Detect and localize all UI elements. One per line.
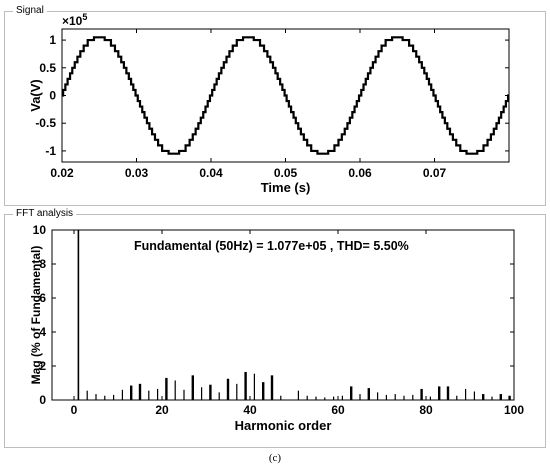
fft-harmonic-bar — [315, 396, 317, 400]
signal-y-tick-label: -1 — [45, 144, 56, 158]
fft-harmonic-bar — [499, 394, 502, 400]
fft-harmonic-bar — [341, 395, 343, 400]
fft-x-tick-label: 100 — [504, 403, 524, 417]
fft-panel: FFT analysis — [4, 207, 546, 448]
fft-harmonic-bar — [165, 377, 168, 400]
fft-harmonic-bar — [104, 395, 106, 400]
fft-harmonic-bar — [183, 389, 185, 400]
fft-harmonic-bar — [465, 388, 467, 400]
fft-x-tick-label: 40 — [243, 403, 257, 417]
fft-x-tick-label: 60 — [331, 403, 345, 417]
signal-y-axis-label: Va(V) — [28, 79, 43, 112]
signal-panel: Signal — [4, 4, 546, 206]
fft-harmonic-bar — [385, 394, 387, 400]
signal-x-tick-label: 0.04 — [199, 166, 223, 180]
fft-harmonic-bar — [218, 392, 220, 400]
fft-harmonic-bar — [270, 375, 274, 400]
fft-chart-title: Fundamental (50Hz) = 1.077e+05 , THD= 5.… — [134, 239, 409, 253]
fft-y-tick-label: 6 — [39, 291, 46, 305]
fft-harmonic-bar — [244, 371, 247, 400]
fft-harmonic-bar — [491, 396, 493, 400]
fft-harmonic-bar — [438, 386, 441, 400]
signal-x-tick-label: 0.02 — [50, 166, 74, 180]
fft-harmonic-bar — [306, 395, 308, 400]
fft-harmonic-bar — [456, 395, 458, 400]
fft-x-axis-label: Harmonic order — [235, 418, 332, 433]
fft-x-tick-label: 20 — [155, 403, 169, 417]
fft-harmonic-bar — [226, 378, 230, 400]
fft-harmonic-bar — [121, 389, 123, 400]
fft-harmonic-bar — [377, 392, 379, 400]
fft-y-tick-label: 8 — [39, 257, 46, 271]
signal-chart: 0.02 0.03 0.04 0.05 0.06 0.07 1 0.5 0 -0.5 -1 ×10… — [28, 12, 510, 195]
fft-harmonic-bar — [157, 388, 159, 400]
fft-harmonic-bar — [236, 383, 238, 400]
signal-x-axis-label: Time (s) — [261, 180, 311, 195]
fft-harmonic-bar — [174, 380, 176, 400]
fft-harmonic-bar — [262, 382, 265, 400]
fft-harmonic-bar — [86, 390, 88, 400]
fft-harmonic-bar — [420, 388, 423, 400]
fft-harmonic-bar — [191, 375, 194, 400]
fft-harmonic-bar — [95, 394, 97, 400]
fft-y-tick-label: 2 — [39, 359, 46, 373]
fft-harmonic-bar — [333, 396, 335, 400]
fft-harmonic-bar — [482, 394, 485, 400]
fft-panel-title: FFT analysis — [13, 207, 77, 221]
fft-harmonic-bar — [130, 385, 133, 400]
fft-harmonic-bar — [429, 396, 431, 400]
fft-harmonic-bar — [77, 230, 80, 400]
signal-x-tick-label: 0.06 — [348, 166, 372, 180]
fft-harmonic-bar — [253, 373, 255, 400]
fft-harmonic-bar — [367, 388, 370, 400]
fft-harmonic-bar — [148, 390, 150, 400]
fft-x-tick-label: 0 — [71, 403, 78, 417]
fft-harmonic-bar — [324, 397, 326, 400]
fft-y-tick-label: 4 — [39, 325, 46, 339]
fft-plot-frame — [51, 229, 515, 401]
fft-chart: 0 20 40 60 80 100 0 2 4 6 8 10 Fundamental (50Hz) … — [29, 223, 524, 433]
fft-harmonic-bar — [359, 394, 361, 400]
fft-harmonic-bar — [297, 390, 299, 400]
signal-waveform-line — [62, 36, 510, 155]
fft-harmonic-bar — [412, 394, 414, 400]
figure-caption: (c) — [268, 452, 282, 464]
signal-y-tick-label: 0 — [49, 89, 56, 103]
signal-y-tick-label: 0.5 — [39, 61, 56, 75]
fft-harmonic-bar — [138, 383, 142, 400]
fft-harmonic-bar — [201, 387, 203, 400]
fft-harmonic-bar — [403, 395, 405, 400]
signal-x-tick-label: 0.05 — [274, 166, 298, 180]
fft-harmonic-bar — [113, 394, 115, 400]
fft-y-axis-label: Mag (% of Fundamental) — [29, 246, 43, 385]
fft-harmonic-bar — [350, 386, 353, 400]
signal-y-tick-label: 1 — [49, 33, 56, 47]
fft-harmonic-bar — [446, 386, 450, 400]
signal-y-tick-label: -0.5 — [35, 116, 56, 130]
fft-y-tick-label: 10 — [33, 223, 47, 237]
signal-y-multiplier: ×105 — [62, 12, 87, 28]
fft-harmonic-bar — [508, 395, 511, 400]
fft-harmonic-bar — [394, 394, 396, 400]
signal-x-tick-label: 0.07 — [423, 166, 447, 180]
fft-y-tick-label: 0 — [39, 393, 46, 407]
fft-harmonic-bar — [209, 384, 212, 400]
signal-x-tick-label: 0.03 — [125, 166, 149, 180]
fft-harmonic-bar — [473, 391, 475, 400]
fft-harmonic-bar — [280, 395, 282, 400]
signal-panel-title: Signal — [13, 4, 47, 18]
fft-x-tick-label: 80 — [419, 403, 433, 417]
